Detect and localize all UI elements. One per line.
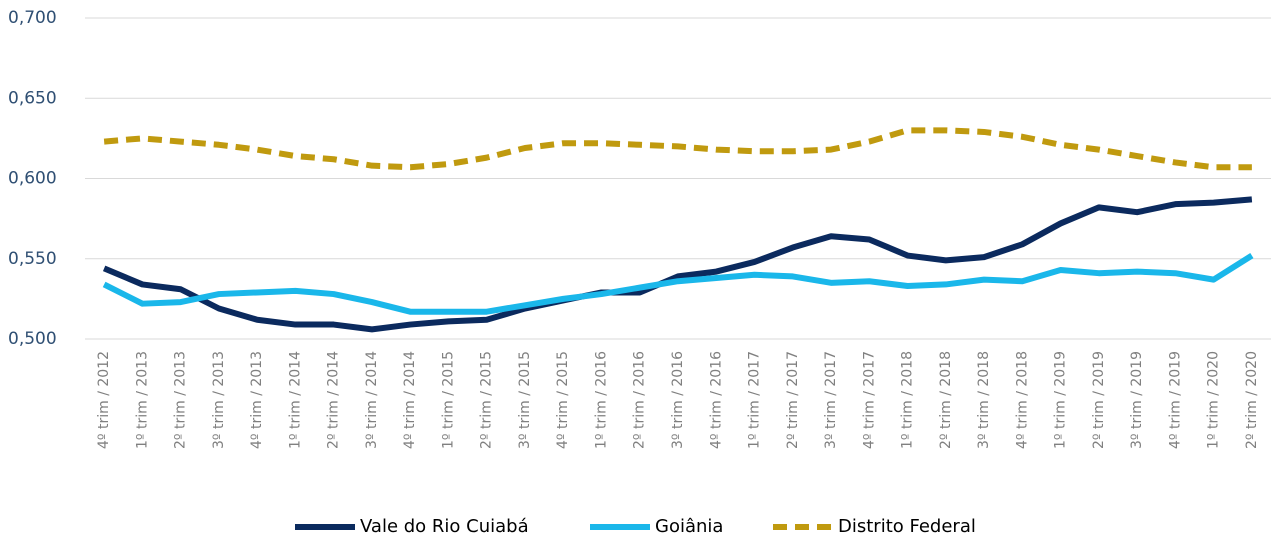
x-tick-label: 3º trim / 2019 [1129, 351, 1145, 449]
x-tick-label: 4º trim / 2015 [555, 351, 571, 449]
series-line [102, 253, 1254, 315]
x-tick-label: 3º trim / 2018 [976, 351, 992, 449]
legend-label: Distrito Federal [838, 516, 976, 537]
x-tick-label: 2º trim / 2016 [632, 351, 648, 449]
y-tick-label: 0,550 [8, 249, 57, 269]
x-tick-label: 2º trim / 2015 [479, 351, 495, 449]
x-tick-label: 3º trim / 2013 [211, 351, 227, 449]
x-tick-label: 1º trim / 2019 [1053, 351, 1069, 449]
x-tick-label: 4º trim / 2013 [249, 351, 265, 449]
x-tick-label: 1º trim / 2020 [1206, 351, 1222, 449]
series-line [103, 127, 1252, 171]
x-tick-label: 1º trim / 2015 [440, 351, 456, 449]
x-tick-label: 2º trim / 2013 [173, 351, 189, 449]
y-tick-label: 0,600 [8, 169, 57, 189]
legend-label: Goiânia [655, 516, 723, 537]
x-tick-label: 3º trim / 2017 [823, 351, 839, 449]
x-tick-label: 2º trim / 2020 [1244, 351, 1260, 449]
x-tick-label: 4º trim / 2016 [708, 351, 724, 449]
y-tick-label: 0,700 [8, 8, 57, 28]
x-tick-label: 2º trim / 2014 [326, 351, 342, 449]
x-tick-label: 4º trim / 2014 [402, 351, 418, 449]
x-tick-label: 1º trim / 2017 [747, 351, 763, 449]
x-tick-label: 2º trim / 2019 [1091, 351, 1107, 449]
x-tick-label: 4º trim / 2019 [1167, 351, 1183, 449]
x-tick-label: 4º trim / 2017 [861, 351, 877, 449]
x-tick-label: 4º trim / 2018 [1014, 351, 1030, 449]
x-tick-label: 3º trim / 2015 [517, 351, 533, 449]
x-tick-label: 1º trim / 2014 [287, 351, 303, 449]
y-tick-label: 0,500 [8, 329, 57, 349]
x-tick-label: 2º trim / 2018 [938, 351, 954, 449]
x-tick-label: 2º trim / 2017 [785, 351, 801, 449]
x-tick-label: 1º trim / 2013 [134, 351, 150, 449]
y-tick-label: 0,650 [8, 88, 57, 108]
legend-label: Vale do Rio Cuiabá [360, 516, 529, 537]
x-tick-label: 1º trim / 2016 [593, 351, 609, 449]
x-tick-label: 1º trim / 2018 [900, 351, 916, 449]
series-line [102, 196, 1253, 333]
x-tick-label: 3º trim / 2014 [364, 351, 380, 449]
x-tick-label: 3º trim / 2016 [670, 351, 686, 449]
x-tick-label: 4º trim / 2012 [96, 351, 112, 449]
